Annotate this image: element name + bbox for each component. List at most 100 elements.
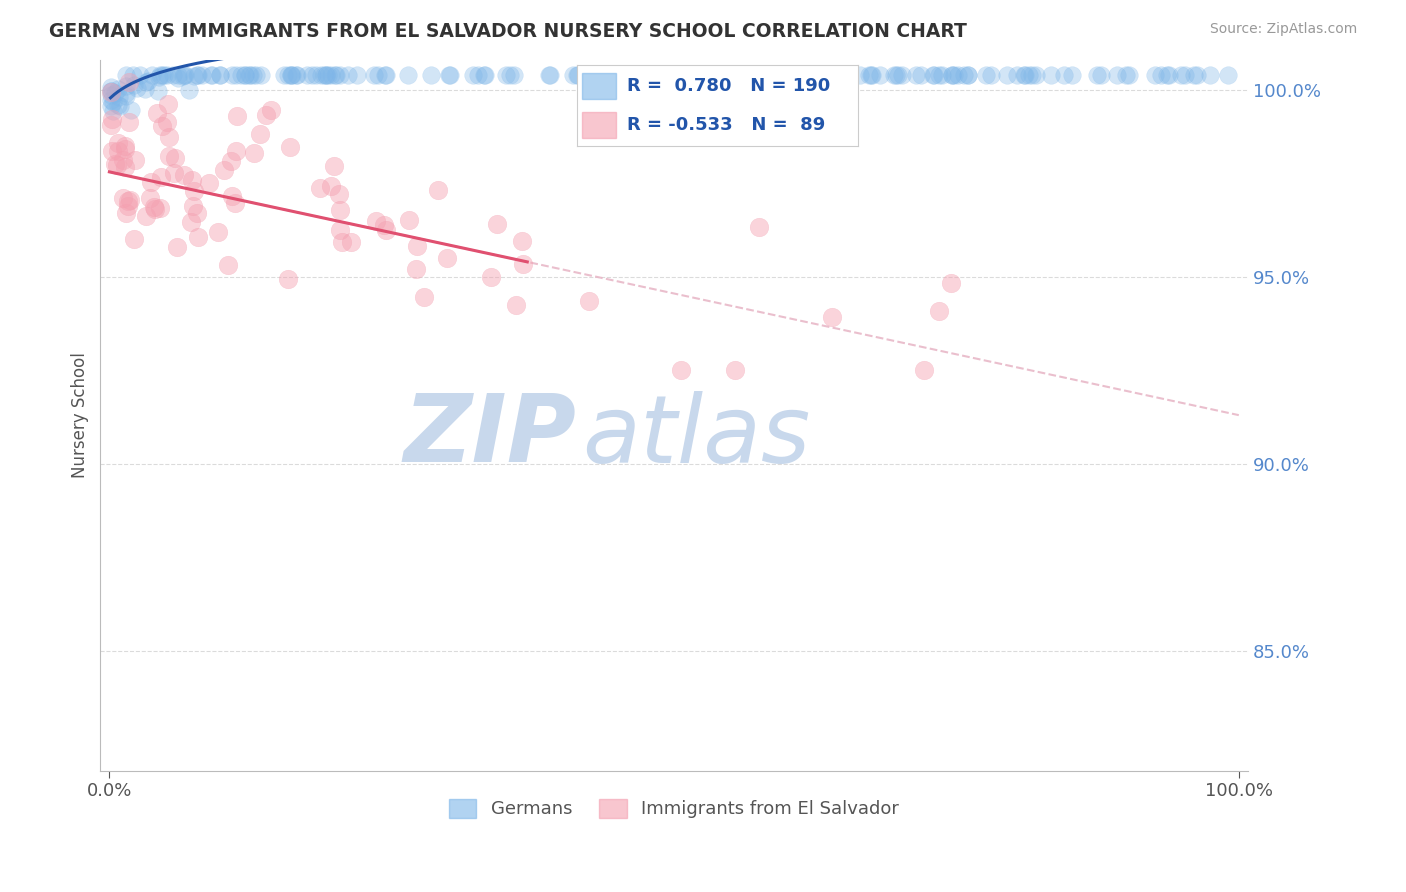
Point: [225, 68, 247, 82]
Point: [924, 68, 946, 82]
Point: [319, 68, 342, 82]
Point: [103, 104, 125, 119]
Point: [150, 68, 173, 82]
Point: [328, 203, 350, 218]
Point: [165, 151, 187, 165]
Point: [323, 68, 346, 82]
Point: [243, 146, 266, 161]
Point: [748, 220, 770, 235]
Point: [406, 238, 429, 252]
Point: [225, 109, 247, 123]
Text: GERMAN VS IMMIGRANTS FROM EL SALVADOR NURSERY SCHOOL CORRELATION CHART: GERMAN VS IMMIGRANTS FROM EL SALVADOR NU…: [49, 22, 967, 41]
Point: [181, 199, 204, 213]
Point: [221, 189, 243, 203]
Y-axis label: Nursery School: Nursery School: [72, 352, 89, 478]
Point: [728, 68, 751, 82]
Point: [821, 310, 844, 324]
Point: [1018, 68, 1040, 82]
Point: [139, 191, 162, 205]
Point: [763, 68, 786, 82]
Point: [706, 68, 728, 82]
Point: [309, 68, 332, 82]
Point: [1118, 68, 1140, 82]
Point: [505, 298, 527, 312]
Point: [503, 68, 526, 82]
Point: [149, 201, 172, 215]
Point: [280, 68, 302, 82]
Point: [374, 223, 396, 237]
Point: [671, 68, 693, 82]
Point: [107, 144, 129, 158]
Point: [848, 68, 870, 82]
Point: [172, 69, 194, 83]
Point: [512, 257, 534, 271]
Point: [1156, 68, 1178, 82]
Point: [100, 99, 122, 113]
Point: [108, 90, 131, 104]
Point: [922, 68, 945, 82]
Text: ZIP: ZIP: [404, 391, 576, 483]
Point: [1014, 68, 1036, 82]
Point: [187, 68, 209, 82]
Point: [799, 68, 821, 82]
Point: [146, 84, 169, 98]
Point: [731, 68, 754, 82]
Point: [100, 79, 122, 94]
Point: [561, 68, 583, 82]
Point: [173, 169, 195, 183]
Point: [720, 68, 742, 82]
Point: [472, 68, 495, 82]
Point: [910, 68, 932, 82]
Point: [115, 79, 138, 94]
Point: [1090, 68, 1112, 82]
Point: [883, 68, 905, 82]
Point: [329, 222, 352, 236]
Point: [153, 68, 176, 82]
Point: [912, 363, 935, 377]
Point: [143, 202, 166, 217]
Point: [481, 269, 503, 284]
Point: [1007, 68, 1029, 82]
Point: [325, 68, 347, 82]
Point: [1085, 68, 1108, 82]
Point: [186, 206, 208, 220]
Point: [245, 68, 267, 82]
Point: [367, 68, 389, 82]
Point: [322, 159, 344, 173]
Point: [749, 68, 772, 82]
Point: [315, 68, 337, 82]
Point: [337, 68, 360, 82]
Point: [104, 157, 127, 171]
Point: [319, 179, 342, 194]
Point: [162, 68, 184, 82]
Point: [565, 68, 588, 82]
Point: [738, 68, 761, 82]
Point: [953, 68, 976, 82]
Point: [180, 215, 202, 229]
Point: [731, 68, 754, 82]
Point: [713, 68, 735, 82]
Point: [277, 272, 299, 286]
Point: [747, 68, 769, 82]
Point: [129, 68, 152, 82]
Point: [1040, 68, 1063, 82]
Point: [772, 68, 794, 82]
Point: [107, 136, 129, 150]
Point: [114, 142, 136, 156]
Point: [941, 68, 963, 82]
Point: [114, 68, 136, 82]
Point: [177, 83, 200, 97]
Point: [156, 115, 179, 129]
Point: [148, 70, 170, 84]
Legend: Germans, Immigrants from El Salvador: Germans, Immigrants from El Salvador: [441, 792, 905, 826]
Point: [114, 160, 136, 174]
Point: [166, 240, 188, 254]
Point: [200, 68, 222, 82]
Point: [373, 218, 395, 232]
Point: [735, 68, 758, 82]
Point: [679, 68, 702, 82]
Point: [671, 363, 693, 377]
Point: [149, 68, 172, 82]
Point: [745, 68, 768, 82]
Point: [150, 119, 173, 133]
